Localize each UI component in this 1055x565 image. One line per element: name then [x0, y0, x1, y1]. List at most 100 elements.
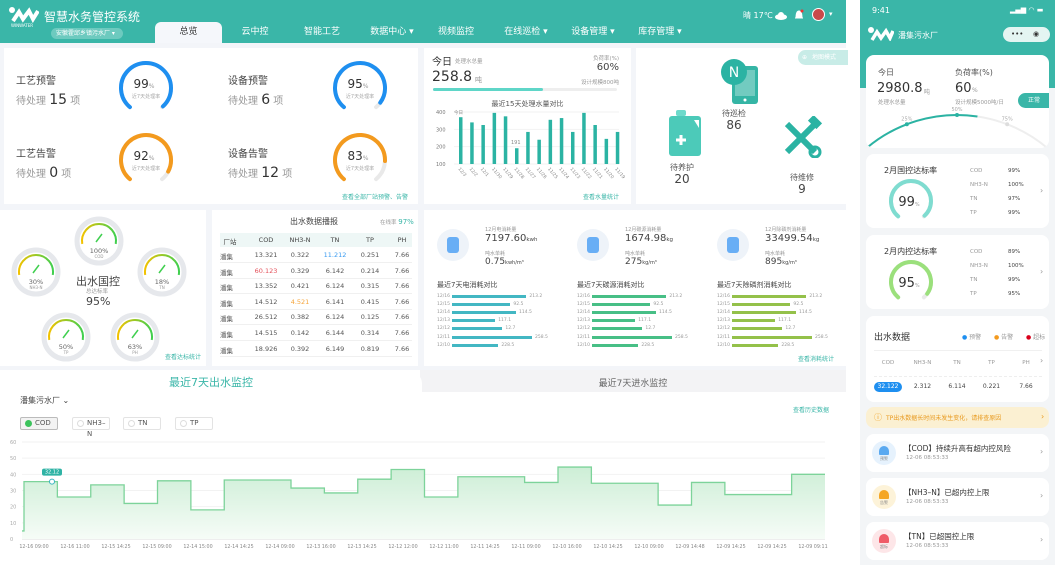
- table-cell: 潘集: [220, 331, 233, 339]
- series-toggle-1[interactable]: NH3–N: [72, 417, 110, 438]
- chevron-right-icon[interactable]: ›: [1040, 356, 1044, 365]
- legend-item: ● 预警: [962, 334, 982, 341]
- x-tick-label: 12-13 14:25: [347, 544, 376, 550]
- close-target-icon[interactable]: ◉: [1033, 30, 1040, 38]
- more-icon[interactable]: •••: [1011, 30, 1024, 38]
- bar-date: 12/10: [577, 342, 590, 348]
- table-cell: 0.415: [360, 297, 380, 306]
- map-mode-button[interactable]: ⊕ 地图模式: [798, 50, 848, 65]
- x-tick-label: 12-09 14:48: [675, 544, 704, 550]
- gauge-ph: 63%PH: [110, 312, 160, 362]
- task-count[interactable]: 9: [798, 182, 806, 196]
- plant-select[interactable]: 安徽霍邱乡镇污水厂 ▾: [51, 28, 123, 39]
- table-cell: 潘集: [220, 268, 233, 277]
- consumption-bar: [592, 335, 672, 339]
- nav-tab[interactable]: 在线巡检 ▾: [504, 27, 548, 37]
- event-time: 12-06 08:53:33: [906, 543, 949, 549]
- mobile-today-card: 今日 2980.8 吨 处理水总量 负荷率(%) 60 % 设计规模5000吨/…: [866, 55, 1049, 148]
- table-cell: 7.66: [394, 329, 410, 337]
- view-consumption-link[interactable]: 查看消耗统计: [797, 356, 834, 363]
- nav-tab[interactable]: 智能工艺: [292, 22, 352, 43]
- chevron-right-icon: ›: [1041, 412, 1045, 421]
- plant-dropdown[interactable]: 潘集污水厂 ⌄: [20, 396, 70, 405]
- view-history-link[interactable]: 查看历史数据: [793, 407, 830, 414]
- event-item[interactable]: 预警 【COD】持续升高有超内控风险 12-06 08:53:33 ›: [866, 434, 1049, 472]
- y-tick-label: 40: [10, 472, 16, 478]
- user-avatar[interactable]: [812, 8, 825, 21]
- table-cell: 0.214: [360, 266, 380, 275]
- chevron-right-icon: ›: [1040, 267, 1044, 276]
- gauge-value: 100%: [90, 247, 109, 255]
- nav-tab[interactable]: 设备管理 ▾: [571, 27, 615, 37]
- bar-value: 114.5: [519, 310, 532, 316]
- x-tick-label: 11/23: [568, 166, 581, 180]
- compliance-sub: 总达标率: [86, 289, 109, 295]
- table-cell: 6.124: [325, 282, 345, 291]
- table-cell: 0.392: [290, 344, 310, 353]
- bar-value: 117.1: [498, 318, 512, 324]
- bar-value: 117.1: [638, 318, 652, 324]
- mobile-notice[interactable]: ⓘ TP出水数据长时间未发生变化，请排查原因 ›: [866, 407, 1049, 428]
- nav-tab[interactable]: 云中控: [225, 22, 285, 43]
- gauge-needle: [62, 329, 70, 339]
- alert-title: 工艺预警: [16, 76, 56, 87]
- mini-program-capsule[interactable]: ••• ◉: [1003, 27, 1050, 42]
- view-all-alerts-link[interactable]: 查看全部厂站预警、告警: [341, 194, 408, 201]
- bell-icon[interactable]: [794, 9, 804, 21]
- task-label: 待养护: [670, 163, 694, 172]
- table-cell: 7.66: [394, 266, 410, 275]
- view-compliance-link[interactable]: 查看达标统计: [165, 354, 202, 361]
- gauge-needle: [131, 329, 139, 339]
- table-cell: 6.124: [325, 313, 345, 322]
- tab-outflow[interactable]: 最近7天出水监控: [0, 370, 422, 392]
- nav-tab-label: 总览: [179, 27, 198, 37]
- row-divider: [220, 308, 412, 310]
- bar-date: 12/16: [577, 294, 590, 299]
- bar-value: 228.5: [641, 342, 655, 348]
- column-header: TN: [330, 236, 340, 244]
- table-cell: 4.521: [290, 297, 310, 306]
- nav-tab[interactable]: 视频监控: [426, 22, 486, 43]
- gauge-name: PH: [132, 350, 137, 355]
- outflow-value: 6.114: [948, 383, 966, 390]
- consumption-bar: [592, 295, 667, 298]
- series-toggle-2[interactable]: TN: [123, 417, 161, 430]
- table-cell: 0.382: [290, 313, 310, 322]
- event-item[interactable]: 超标 【TN】已超国控上限 12-06 08:53:33 ›: [866, 522, 1049, 560]
- desktop-dashboard: WINWATER 智慧水务管控系统 安徽霍邱乡镇污水厂 ▾ 总览 云中控 智能工艺 数…: [0, 0, 848, 565]
- plant-select-value: 安徽霍邱乡镇污水厂: [56, 30, 111, 37]
- event-badge: 超标: [880, 544, 888, 549]
- mobile-national-rate-card[interactable]: 2月国控达标率 99% › COD 99% NH3-N 100% TN 97% TP 99%: [866, 154, 1049, 228]
- rate-metric-value: 99%: [1008, 168, 1021, 174]
- view-volume-stats-link[interactable]: 查看水量统计: [582, 194, 619, 201]
- tab-inflow[interactable]: 最近7天进水监控: [420, 370, 846, 392]
- mobile-outflow-title: 出水数据: [874, 333, 911, 343]
- task-count[interactable]: 20: [674, 172, 690, 186]
- nav-tab[interactable]: 总览: [155, 22, 222, 43]
- series-toggle-3[interactable]: TP: [175, 417, 213, 430]
- bar-date: 12/16: [437, 294, 450, 299]
- y-tick-label: 20: [10, 505, 16, 511]
- design-capacity: 设计规模800吨: [581, 80, 619, 86]
- rate-value: 92%: [134, 149, 155, 163]
- avatar-chevron-icon[interactable]: ▾: [829, 10, 833, 18]
- consumption-bar: [592, 303, 651, 307]
- x-tick-label: 12-15 14:25: [101, 544, 130, 550]
- table-cell: 7.66: [394, 344, 410, 353]
- mobile-internal-rate-card[interactable]: 2月内控达标率 95% › COD 89% NH3-N 100% TN 99% TP 95%: [866, 235, 1049, 309]
- bar-value: 213.2: [809, 294, 823, 299]
- x-tick-label: 12-15 09:00: [142, 544, 171, 550]
- task-count[interactable]: 86: [726, 118, 742, 132]
- table-cell: 0.315: [360, 282, 380, 291]
- nav-tab[interactable]: 数据中心 ▾: [370, 27, 414, 37]
- mobile-status-button[interactable]: 正常: [1018, 93, 1049, 108]
- unit-consumption-value: 275kg/m³: [625, 257, 657, 267]
- y-tick-label: 50: [10, 456, 16, 462]
- x-tick-label: 12-14 15:00: [183, 544, 212, 550]
- event-item[interactable]: 告警 【NH3–N】已超内控上限 12-06 08:53:33 ›: [866, 478, 1049, 516]
- consumption-chart-title: 最近7天电消耗对比: [437, 281, 498, 289]
- consumption-card: 12月电消耗量 7197.60kwh 吨水单耗 0.75kwh/m³ 最近7天电…: [424, 210, 846, 366]
- series-toggle-0[interactable]: COD: [20, 417, 58, 430]
- ring-progress: [889, 179, 933, 219]
- nav-tab[interactable]: 库存管理 ▾: [638, 27, 682, 37]
